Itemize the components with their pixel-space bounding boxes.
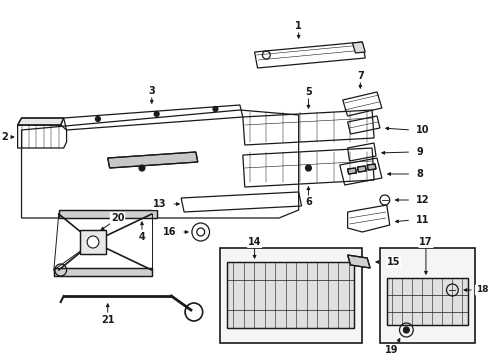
Text: 9: 9 bbox=[415, 147, 422, 157]
Text: 6: 6 bbox=[305, 197, 311, 207]
Polygon shape bbox=[352, 42, 365, 53]
Text: 14: 14 bbox=[247, 237, 261, 247]
Text: 2: 2 bbox=[1, 132, 8, 142]
FancyBboxPatch shape bbox=[379, 248, 474, 343]
Polygon shape bbox=[347, 255, 369, 268]
Text: 10: 10 bbox=[415, 125, 429, 135]
Text: 4: 4 bbox=[138, 232, 145, 242]
Circle shape bbox=[305, 165, 311, 171]
Polygon shape bbox=[366, 164, 375, 170]
FancyBboxPatch shape bbox=[220, 248, 362, 343]
Polygon shape bbox=[80, 230, 105, 254]
Circle shape bbox=[403, 327, 408, 333]
Polygon shape bbox=[107, 152, 197, 168]
Polygon shape bbox=[59, 210, 156, 218]
Text: 12: 12 bbox=[415, 195, 429, 205]
Text: 1: 1 bbox=[295, 21, 302, 31]
Text: 20: 20 bbox=[110, 213, 124, 223]
Text: 16: 16 bbox=[163, 227, 176, 237]
Text: 7: 7 bbox=[356, 71, 363, 81]
Text: 13: 13 bbox=[153, 199, 166, 209]
Polygon shape bbox=[347, 168, 356, 174]
Polygon shape bbox=[18, 118, 63, 125]
Text: 3: 3 bbox=[148, 86, 155, 96]
Text: 15: 15 bbox=[386, 257, 400, 267]
Text: 17: 17 bbox=[418, 237, 432, 247]
Text: 8: 8 bbox=[415, 169, 422, 179]
Circle shape bbox=[213, 107, 218, 112]
Text: 18: 18 bbox=[475, 285, 488, 294]
Circle shape bbox=[95, 117, 100, 122]
Polygon shape bbox=[227, 262, 354, 328]
Text: 21: 21 bbox=[101, 315, 114, 325]
Circle shape bbox=[139, 165, 144, 171]
Polygon shape bbox=[386, 278, 467, 325]
Text: 19: 19 bbox=[384, 345, 398, 355]
Text: 11: 11 bbox=[415, 215, 429, 225]
Circle shape bbox=[87, 236, 99, 248]
Text: 5: 5 bbox=[305, 87, 311, 97]
Circle shape bbox=[154, 112, 159, 117]
Polygon shape bbox=[357, 166, 366, 172]
Polygon shape bbox=[54, 268, 151, 276]
